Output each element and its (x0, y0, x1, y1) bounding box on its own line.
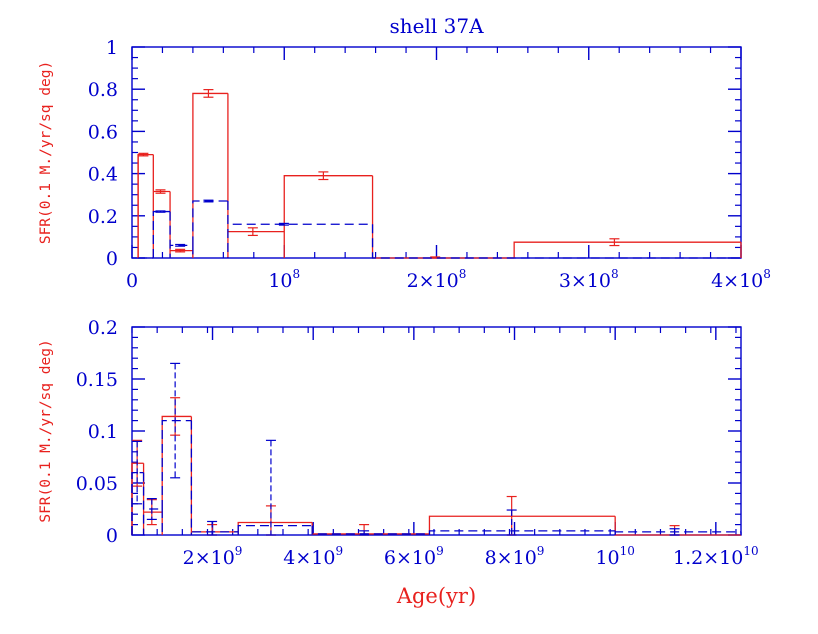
y-tick-label: 1 (106, 37, 118, 59)
error-bar (138, 152, 149, 157)
x-axis-label: Age(yr) (396, 584, 476, 608)
x-tick-label: 3×108 (559, 267, 619, 292)
x-tick-base: 2×10 (183, 547, 235, 569)
y-tick-label: 0.2 (88, 317, 118, 339)
plot-frame (131, 326, 742, 536)
y-axis-label: SFR(0.1 M./yr/sq deg) (38, 61, 54, 244)
error-bar (359, 530, 370, 536)
x-tick-exponent: 9 (436, 544, 444, 558)
y-tick-label: 0.05 (76, 473, 118, 495)
error-bar (175, 243, 186, 247)
error-bar (265, 439, 276, 536)
error-bar (278, 222, 289, 226)
error-bar (146, 498, 157, 521)
x-tick-exponent: 9 (335, 544, 343, 558)
x-tick-label: 8×109 (485, 544, 545, 569)
x-tick-exponent: 8 (763, 267, 771, 281)
x-tick-exponent: 8 (611, 267, 619, 281)
error-bar (247, 227, 258, 237)
x-tick-base: 10 (268, 270, 292, 292)
x-tick-label: 6×109 (384, 544, 444, 569)
x-tick-base: 4×10 (283, 547, 335, 569)
y-tick-label: 0.8 (88, 79, 118, 101)
x-tick-base: 4×10 (711, 270, 763, 292)
x-tick-base: 8×10 (485, 547, 537, 569)
y-tick-label: 0 (106, 525, 118, 547)
x-tick-label: 108 (268, 267, 300, 292)
x-tick-base: 6×10 (384, 547, 436, 569)
x-tick-label: 2×109 (183, 544, 243, 569)
error-bar (175, 248, 186, 253)
error-bar (203, 89, 214, 98)
x-tick-label: 0 (126, 270, 138, 292)
dashed-histogram-series (131, 419, 742, 535)
plot-frame (131, 46, 742, 259)
x-tick-label: 4×109 (283, 544, 343, 569)
x-tick-base: 1.2×10 (673, 547, 743, 569)
error-bar (132, 440, 143, 505)
x-tick-label: 2×108 (407, 267, 467, 292)
y-axis-label: SFR(0.1 M./yr/sq deg) (38, 339, 54, 522)
x-tick-exponent: 10 (620, 544, 635, 558)
y-tick-label: 0.1 (88, 421, 118, 443)
y-tick-label: 0.6 (88, 121, 118, 143)
x-tick-exponent: 9 (537, 544, 545, 558)
error-bar (506, 509, 517, 536)
error-bar (669, 528, 680, 536)
x-tick-exponent: 9 (235, 544, 243, 558)
error-bar (609, 238, 620, 247)
y-tick-label: 0.4 (88, 164, 118, 186)
bottom-panel: 2×109 4×109 6×109 8×109 1010 1.2×101000.050.1… (38, 317, 759, 608)
error-bar (155, 189, 166, 194)
solid-histogram-series (131, 415, 741, 536)
x-tick-base: 10 (595, 547, 619, 569)
x-tick-label: 1.2×1010 (673, 544, 759, 569)
x-tick-exponent: 8 (293, 267, 301, 281)
dashed-histogram-series (138, 200, 741, 259)
error-bar (170, 362, 181, 479)
chart-title: shell 37A (389, 14, 484, 38)
x-tick-label: 4×108 (711, 267, 771, 292)
x-tick-exponent: 8 (459, 267, 467, 281)
y-tick-label: 0 (106, 248, 118, 270)
error-bar (318, 171, 329, 181)
y-tick-label: 0.2 (88, 206, 118, 228)
x-tick-base: 2×10 (407, 270, 459, 292)
error-bar (203, 199, 214, 203)
error-bar (155, 210, 166, 213)
x-tick-label: 1010 (595, 544, 634, 569)
x-tick-exponent: 10 (743, 544, 758, 558)
y-tick-label: 0.15 (76, 369, 118, 391)
error-bar (207, 520, 218, 536)
x-tick-base: 3×10 (559, 270, 611, 292)
